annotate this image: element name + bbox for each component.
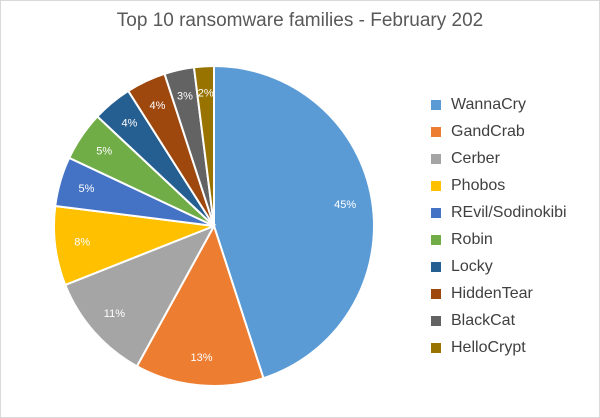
legend-item-gandcrab: GandCrab: [431, 118, 567, 145]
legend-swatch: [431, 99, 441, 110]
legend-label: HiddenTear: [451, 284, 533, 302]
legend-swatch: [431, 261, 441, 272]
legend-label: BlackCat: [451, 311, 516, 329]
legend-swatch: [431, 180, 441, 191]
legend-item-locky: Locky: [431, 253, 567, 280]
data-label-hellocrypt: 2%: [198, 88, 214, 100]
data-label-robin: 5%: [96, 145, 112, 157]
legend-label: Locky: [451, 257, 493, 275]
legend: WannaCry GandCrab Cerber Phobos REvil/Sodino…: [431, 91, 567, 361]
legend-item-wannacry: WannaCry: [431, 91, 567, 118]
legend-swatch: [431, 153, 441, 164]
legend-item-hiddentear: HiddenTear: [431, 280, 567, 307]
pie-slice-hellocrypt: [192, 64, 215, 227]
data-label-wannacry: 45%: [334, 199, 356, 211]
legend-swatch: [431, 342, 441, 353]
legend-item-cerber: Cerber: [431, 145, 567, 172]
legend-label: GandCrab: [451, 122, 525, 140]
legend-item-phobos: Phobos: [431, 172, 567, 199]
legend-swatch: [431, 315, 441, 326]
data-label-cerber: 11%: [104, 308, 125, 320]
pie-slice-gandcrab: [135, 223, 265, 387]
data-label-hiddentear: 4%: [150, 100, 166, 112]
legend-label: Robin: [451, 230, 493, 248]
legend-label: HelloCrypt: [451, 338, 526, 356]
pie-data-labels: 45% 13% 11% 8% 5% 5% 4% 4% 3% 2%: [74, 88, 356, 365]
legend-swatch: [431, 234, 441, 245]
legend-swatch: [431, 126, 441, 137]
legend-item-blackcat: BlackCat: [431, 307, 567, 334]
pie-slice-wannacry: [213, 64, 375, 380]
legend-item-hellocrypt: HelloCrypt: [431, 334, 567, 361]
legend-item-robin: Robin: [431, 226, 567, 253]
data-label-locky: 4%: [121, 118, 137, 130]
chart-title: Top 10 ransomware families - February 20…: [116, 10, 484, 31]
pie-slice-cerber: [63, 224, 217, 368]
data-label-phobos: 8%: [74, 237, 90, 249]
legend-label: Cerber: [451, 149, 500, 167]
legend-label: WannaCry: [451, 95, 526, 113]
legend-swatch: [431, 288, 441, 299]
data-label-blackcat: 3%: [177, 90, 193, 102]
data-label-gandcrab: 13%: [190, 352, 212, 364]
pie-slices: [53, 64, 375, 387]
legend-label: REvil/Sodinokibi: [451, 203, 567, 221]
legend-item-revil-sodinokibi: REvil/Sodinokibi: [431, 199, 567, 226]
legend-swatch: [431, 207, 441, 218]
data-label-revil-sodinokibi: 5%: [79, 183, 95, 195]
legend-label: Phobos: [451, 176, 506, 194]
